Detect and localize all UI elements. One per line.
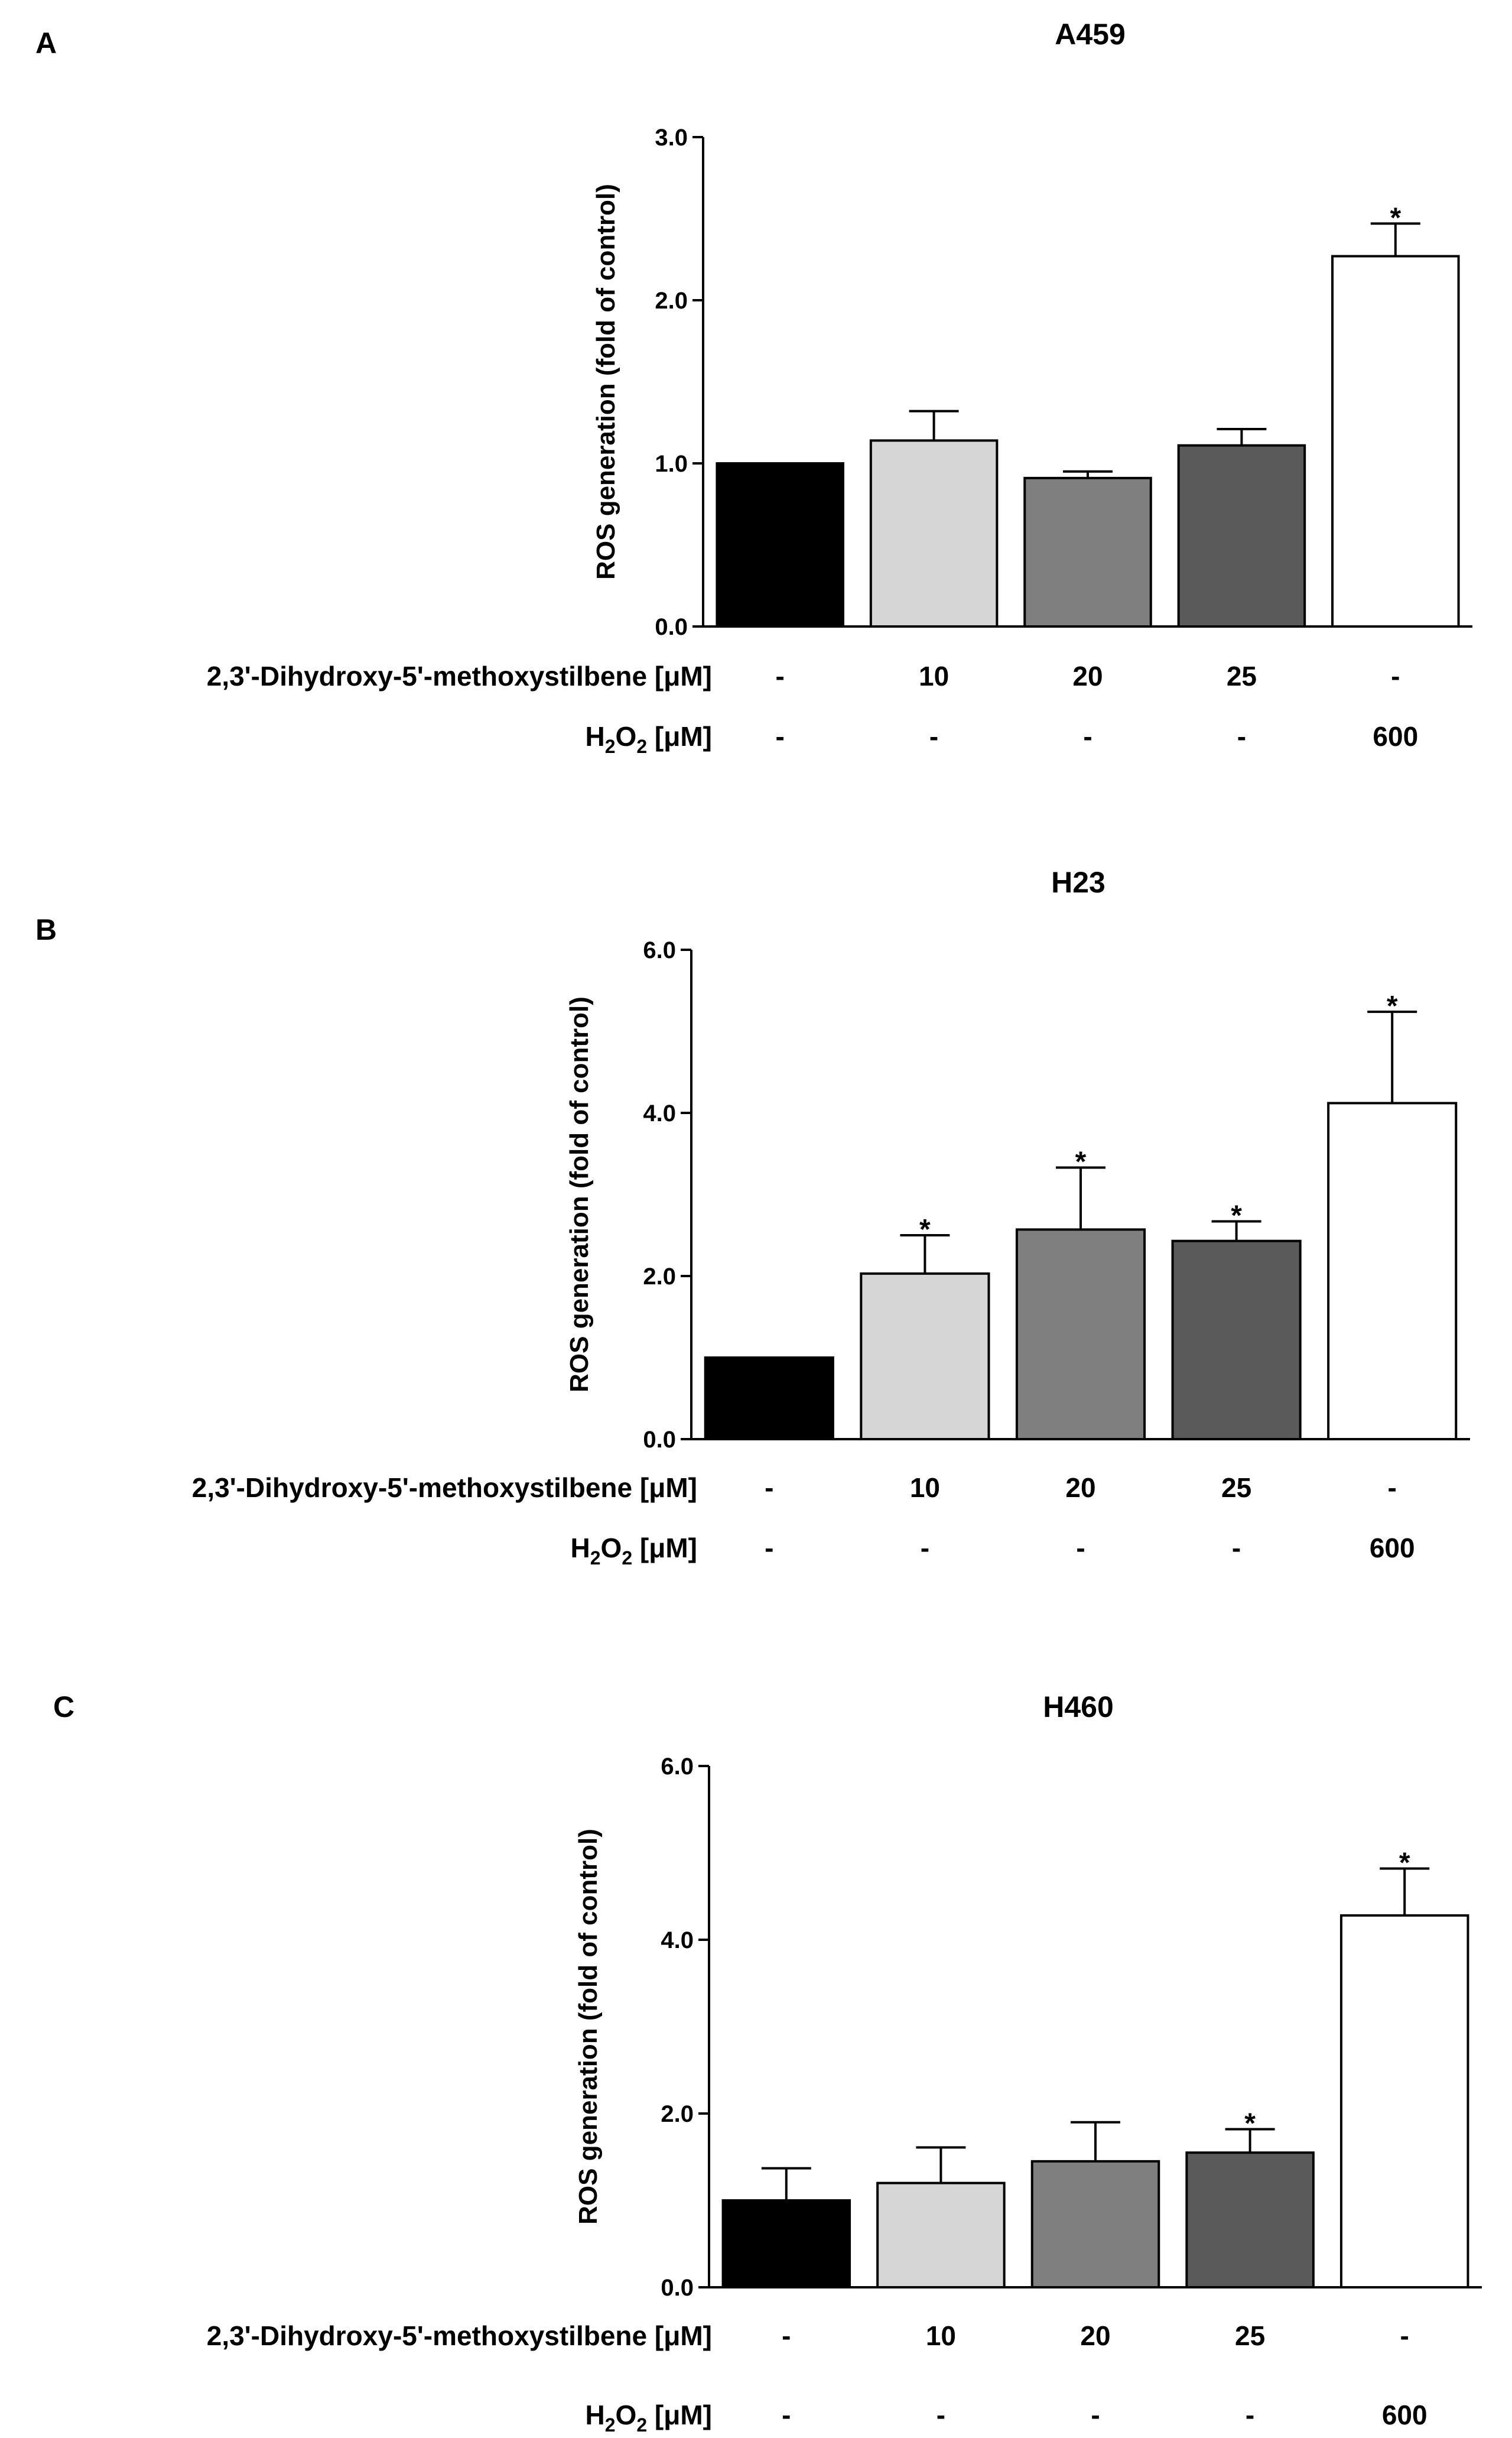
compound-dose-label: - bbox=[1388, 1472, 1397, 1503]
significance-marker: * bbox=[1075, 1146, 1087, 1177]
h2o2-dose-label: - bbox=[937, 2400, 945, 2430]
y-axis-label: ROS generation (fold of control) bbox=[574, 1829, 603, 2225]
bar bbox=[1185, 2151, 1315, 2288]
bar bbox=[1015, 1228, 1146, 1441]
bar bbox=[721, 2199, 851, 2288]
y-tick-label: 4.0 bbox=[661, 1927, 694, 1953]
h2o2-dose-label: - bbox=[1076, 1533, 1085, 1563]
compound-dose-label: 10 bbox=[910, 1472, 940, 1503]
compound-dose-label: - bbox=[765, 1472, 773, 1503]
compound-dose-label: 20 bbox=[1080, 2320, 1110, 2351]
bar bbox=[860, 1272, 990, 1441]
compound-dose-label: 10 bbox=[919, 661, 949, 692]
compound-dose-label: 20 bbox=[1065, 1472, 1095, 1503]
y-tick-label: 1.0 bbox=[655, 451, 688, 477]
y-tick-label: 2.0 bbox=[643, 1264, 676, 1290]
h2o2-dose-label: - bbox=[1232, 1533, 1241, 1563]
chart-title: H23 bbox=[1051, 866, 1105, 899]
compound-dose-label: 10 bbox=[926, 2320, 956, 2351]
significance-marker: * bbox=[919, 1214, 931, 1245]
compound-dose-label: 25 bbox=[1227, 661, 1257, 692]
compound-row-label: 2,3'-Dihydroxy-5'-methoxystilbene [μM] bbox=[207, 2320, 712, 2351]
h2o2-dose-label: 600 bbox=[1370, 1533, 1415, 1563]
bar bbox=[1339, 1914, 1469, 2289]
h2o2-dose-label: - bbox=[1246, 2400, 1254, 2430]
h2o2-dose-label: - bbox=[776, 721, 785, 752]
compound-dose-label: 20 bbox=[1072, 661, 1103, 692]
h2o2-dose-label: 600 bbox=[1382, 2400, 1428, 2430]
y-tick-label: 3.0 bbox=[655, 125, 688, 151]
h2o2-row-label: H2O2 [μM] bbox=[571, 1533, 698, 1569]
chart-panel-c: C H460 0.0 2.0 4.0 6.0 ROS generation (fold of… bbox=[53, 1690, 1482, 2436]
panel-letter: B bbox=[35, 913, 57, 946]
panel-letter: C bbox=[53, 1690, 74, 1723]
h2o2-dose-label: - bbox=[921, 1533, 929, 1563]
y-tick-label: 0.0 bbox=[655, 614, 688, 640]
y-tick-label: 4.0 bbox=[643, 1100, 676, 1127]
chart-panel-a: A A459 0.0 1.0 2.0 3.0 ROS generation (fold of… bbox=[35, 18, 1472, 757]
h2o2-row-label: H2O2 [μM] bbox=[586, 721, 713, 757]
bar bbox=[869, 439, 999, 628]
compound-dose-label: - bbox=[776, 661, 785, 692]
bar bbox=[876, 2181, 1006, 2289]
panel-letter: A bbox=[35, 27, 57, 60]
bar bbox=[1030, 2160, 1160, 2289]
h2o2-dose-label: - bbox=[1083, 721, 1092, 752]
bar bbox=[1327, 1102, 1458, 1440]
h2o2-dose-label: - bbox=[1237, 721, 1246, 752]
bar bbox=[1331, 255, 1460, 628]
y-tick-label: 0.0 bbox=[643, 1427, 676, 1453]
significance-marker: * bbox=[1399, 1847, 1410, 1878]
h2o2-dose-label: - bbox=[1091, 2400, 1100, 2430]
h2o2-dose-label: - bbox=[929, 721, 938, 752]
h2o2-dose-label: - bbox=[765, 1533, 773, 1563]
bar bbox=[1023, 476, 1152, 628]
y-tick-label: 0.0 bbox=[661, 2275, 694, 2301]
bar bbox=[1171, 1239, 1302, 1440]
h2o2-row-label: H2O2 [μM] bbox=[586, 2400, 713, 2436]
y-axis-label: ROS generation (fold of control) bbox=[591, 184, 620, 580]
y-tick-label: 2.0 bbox=[661, 2101, 694, 2127]
significance-marker: * bbox=[1231, 1200, 1242, 1232]
significance-marker: * bbox=[1244, 2108, 1256, 2139]
chart-title: H460 bbox=[1043, 1690, 1114, 1723]
bar bbox=[716, 462, 844, 628]
compound-row-label: 2,3'-Dihydroxy-5'-methoxystilbene [μM] bbox=[207, 661, 712, 692]
h2o2-dose-label: - bbox=[782, 2400, 791, 2430]
y-tick-label: 6.0 bbox=[661, 1754, 694, 1780]
compound-row-label: 2,3'-Dihydroxy-5'-methoxystilbene [μM] bbox=[192, 1472, 697, 1503]
compound-dose-label: - bbox=[1391, 661, 1400, 692]
compound-dose-label: 25 bbox=[1221, 1472, 1251, 1503]
y-tick-label: 6.0 bbox=[643, 937, 676, 963]
chart-title: A459 bbox=[1055, 18, 1126, 51]
compound-dose-label: 25 bbox=[1235, 2320, 1265, 2351]
compound-dose-label: - bbox=[782, 2320, 791, 2351]
bar bbox=[1177, 444, 1306, 628]
h2o2-dose-label: 600 bbox=[1373, 721, 1418, 752]
bar bbox=[704, 1356, 834, 1440]
significance-marker: * bbox=[1387, 991, 1398, 1022]
y-axis-label: ROS generation (fold of control) bbox=[565, 996, 594, 1392]
y-tick-label: 2.0 bbox=[655, 288, 688, 314]
compound-dose-label: - bbox=[1400, 2320, 1409, 2351]
chart-panel-b: B H23 0.0 2.0 4.0 6.0 ROS generation (fold of … bbox=[35, 866, 1470, 1569]
significance-marker: * bbox=[1390, 202, 1401, 233]
